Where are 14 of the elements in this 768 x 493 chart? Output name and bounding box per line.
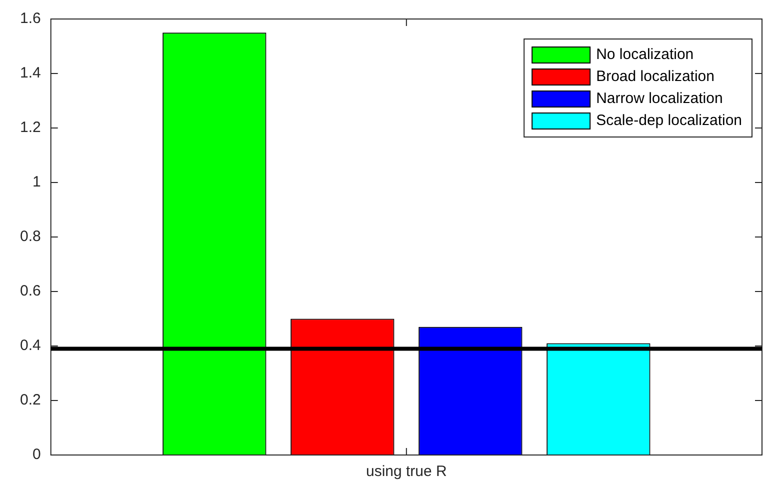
y-tick-label: 0.8	[20, 228, 41, 246]
y-tick-label: 1	[32, 174, 41, 191]
legend-label: Scale-dep localization	[596, 112, 742, 130]
y-tick-label: 1.4	[20, 64, 41, 82]
y-tick-label: 1.2	[20, 119, 41, 136]
legend-label: Narrow localization	[596, 90, 723, 108]
y-tick-label: 0.4	[20, 337, 41, 354]
y-tick-label: 0.2	[20, 392, 41, 409]
y-tick-label: 1.6	[20, 10, 41, 28]
y-tick-label: 0.6	[20, 282, 41, 300]
legend-label: No localization	[596, 46, 694, 64]
legend-label: Broad localization	[596, 68, 714, 86]
y-tick-label: 0	[32, 446, 41, 464]
x-tick-label: using true R	[366, 463, 448, 480]
